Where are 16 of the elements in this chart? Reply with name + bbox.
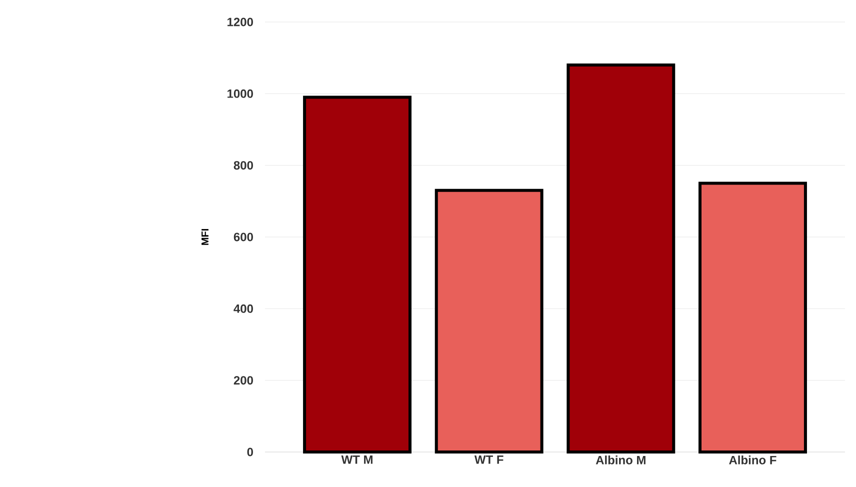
y-tick-label: 800 [234,161,253,170]
bar [303,96,412,454]
y-tick-label: 600 [234,232,253,242]
x-tick-label: Albino F [729,456,776,464]
x-tick-label: WT F [474,456,504,464]
bar [434,188,544,454]
x-tick-label: WT M [341,456,372,464]
y-tick-label: 400 [234,304,253,313]
x-tick-label: Albino M [596,456,646,464]
bar [566,63,676,454]
y-axis-title: MFI [202,229,208,245]
y-tick-label: 0 [247,448,253,456]
y-tick-label: 200 [234,376,253,385]
bar [698,182,807,454]
y-tick-label: 1200 [228,18,253,26]
y-tick-label: 1000 [228,89,253,98]
